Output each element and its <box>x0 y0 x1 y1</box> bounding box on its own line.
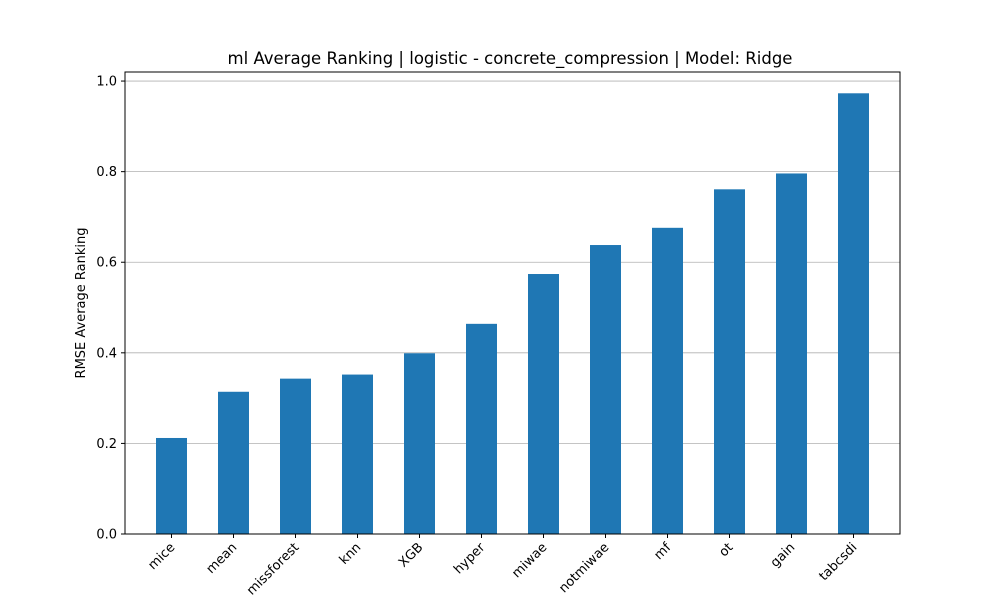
x-tick-label: mice <box>146 540 179 573</box>
bar-gain <box>776 173 807 535</box>
bar-missforest <box>280 378 311 534</box>
x-tick-label: missforest <box>244 540 302 598</box>
y-tick-label: 0.8 <box>96 165 117 180</box>
y-tick-label: 0.4 <box>96 346 117 361</box>
x-tick-label: mean <box>204 540 241 577</box>
chart-title: ml Average Ranking | logistic - concrete… <box>228 49 793 69</box>
x-tick-label: notmiwae <box>556 540 612 596</box>
y-axis: 0.0 0.2 0.4 0.6 0.8 1.0 <box>96 75 125 543</box>
y-axis-label: RMSE Average Ranking <box>74 228 89 379</box>
bar-mice <box>156 437 187 534</box>
x-tick-label: mf <box>652 540 675 563</box>
y-tick-label: 0.2 <box>96 437 117 452</box>
bar-notmiwae <box>590 245 621 534</box>
x-tick-label: XGB <box>396 540 426 570</box>
bar-ot <box>714 189 745 534</box>
x-tick-label: ot <box>716 540 736 560</box>
bars <box>156 93 869 535</box>
bar-tabcsdi <box>838 93 869 534</box>
x-tick-label: knn <box>337 540 365 568</box>
x-tick-label: gain <box>768 540 798 570</box>
y-tick-label: 0.0 <box>96 528 117 543</box>
bar-XGB <box>404 353 435 534</box>
x-axis: mice mean missforest knn XGB hyper miwae notmiw… <box>146 534 860 598</box>
x-tick-label: hyper <box>451 540 489 578</box>
x-tick-label: tabcsdi <box>816 540 860 584</box>
plot-frame <box>124 71 901 535</box>
y-tick-label: 1.0 <box>96 75 117 90</box>
bar-miwae <box>528 274 559 534</box>
bar-mf <box>652 227 683 534</box>
bar-hyper <box>466 323 497 534</box>
bar-mean <box>218 391 249 534</box>
bar-knn <box>342 374 373 534</box>
x-tick-label: miwae <box>509 540 550 581</box>
y-tick-label: 0.6 <box>96 256 117 271</box>
